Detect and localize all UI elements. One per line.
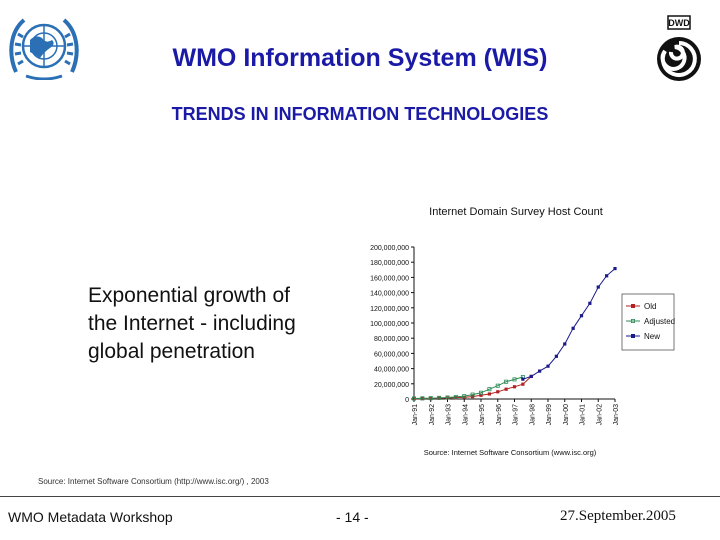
x-tick-label: Jan-00 — [563, 404, 570, 426]
y-tick-label: 60,000,000 — [374, 351, 409, 358]
footer-page-number: - 14 - — [336, 509, 369, 525]
data-point — [479, 393, 483, 397]
x-tick-label: Jan-93 — [446, 404, 453, 426]
data-point — [412, 396, 417, 401]
source-note: Source: Internet Software Consortium (ht… — [38, 477, 269, 486]
x-tick-label: Jan-96 — [496, 404, 503, 426]
x-tick-label: Jan-02 — [596, 404, 603, 426]
y-tick-label: 0 — [405, 397, 409, 404]
data-point — [605, 274, 609, 278]
data-point — [487, 387, 492, 392]
y-tick-label: 200,000,000 — [370, 245, 409, 252]
footer-workshop-name: WMO Metadata Workshop — [8, 509, 173, 525]
x-tick-label: Jan-99 — [546, 404, 553, 426]
data-point — [496, 390, 500, 394]
x-tick-label: Jan-91 — [412, 404, 419, 426]
data-point — [495, 383, 500, 388]
legend-label: New — [644, 332, 660, 341]
legend-box — [621, 293, 675, 351]
data-point — [613, 266, 617, 271]
x-tick-label: Jan-01 — [580, 404, 587, 426]
legend-swatch-marker — [630, 304, 635, 309]
data-point — [462, 394, 467, 399]
data-point — [512, 385, 517, 389]
footer-divider — [0, 496, 720, 497]
data-point — [420, 396, 425, 401]
footer-date: 27.September.2005 — [560, 508, 676, 524]
data-point — [504, 387, 508, 391]
x-tick-label: Jan-03 — [613, 404, 620, 426]
chart-title: Internet Domain Survey Host Count — [429, 206, 603, 218]
data-point — [453, 394, 458, 399]
data-point — [445, 396, 450, 400]
y-tick-label: 120,000,000 — [370, 306, 409, 313]
data-point — [588, 301, 592, 305]
data-point — [470, 392, 475, 397]
x-tick-label: Jan-98 — [529, 404, 536, 426]
x-axis: Jan-91 Jan-92 Jan-93 Jan-94 Jan-95 Jan-96 Jan-… — [412, 398, 620, 426]
data-point — [445, 395, 450, 400]
data-point — [521, 382, 525, 386]
series-line-new — [522, 268, 616, 380]
slide-title: WMO Information System (WIS) — [172, 44, 548, 72]
data-point — [554, 354, 558, 358]
dwd-logo-text: DWD — [668, 18, 690, 28]
chart-source: Source: Internet Software Consortium (ww… — [424, 448, 597, 457]
x-tick-label: Jan-94 — [462, 404, 469, 426]
slide-subtitle: TRENDS IN INFORMATION TECHNOLOGIES — [171, 104, 549, 124]
body-text-line: the Internet - including — [88, 312, 296, 335]
x-tick-label: Jan-95 — [479, 404, 486, 426]
data-point — [563, 342, 567, 346]
data-point — [571, 326, 575, 330]
x-tick-label: Jan-92 — [429, 404, 436, 426]
legend-label: Adjusted — [644, 317, 675, 326]
y-tick-label: 20,000,000 — [374, 382, 409, 389]
y-axis: 0 20,000,000 40,000,000 60,000,000 80,000,00… — [370, 245, 415, 404]
legend-swatch-marker — [630, 333, 635, 338]
data-point — [487, 392, 491, 396]
wmo-emblem-icon — [9, 18, 79, 80]
x-tick-label: Jan-97 — [513, 404, 520, 426]
data-point — [428, 396, 433, 401]
dwd-logo-icon: DWD — [644, 14, 714, 84]
data-point — [504, 379, 509, 384]
data-point — [546, 364, 550, 368]
data-point — [579, 314, 584, 318]
legend-label: Old — [644, 302, 656, 311]
data-point — [596, 285, 600, 289]
host-count-chart: Internet Domain Survey Host Count 0 20,00… — [370, 206, 675, 457]
legend-swatch-marker — [630, 319, 635, 324]
data-point — [521, 377, 525, 381]
data-point — [512, 377, 517, 382]
y-tick-label: 100,000,000 — [370, 321, 409, 328]
y-tick-label: 80,000,000 — [374, 336, 409, 343]
data-point — [538, 369, 542, 373]
y-tick-label: 160,000,000 — [370, 275, 409, 282]
chart-series — [412, 266, 617, 401]
data-point — [529, 374, 533, 379]
y-tick-label: 40,000,000 — [374, 367, 409, 374]
y-tick-label: 140,000,000 — [370, 291, 409, 298]
data-point — [412, 397, 416, 401]
body-text-line: Exponential growth of — [88, 284, 290, 307]
body-text: Exponential growth of the Internet - inc… — [88, 282, 348, 366]
data-point — [478, 390, 483, 395]
data-point — [437, 395, 442, 400]
body-text-line: global penetration — [88, 340, 255, 363]
chart-legend: Old Adjusted New — [621, 293, 675, 351]
data-point — [454, 396, 458, 400]
y-tick-label: 180,000,000 — [370, 260, 409, 267]
